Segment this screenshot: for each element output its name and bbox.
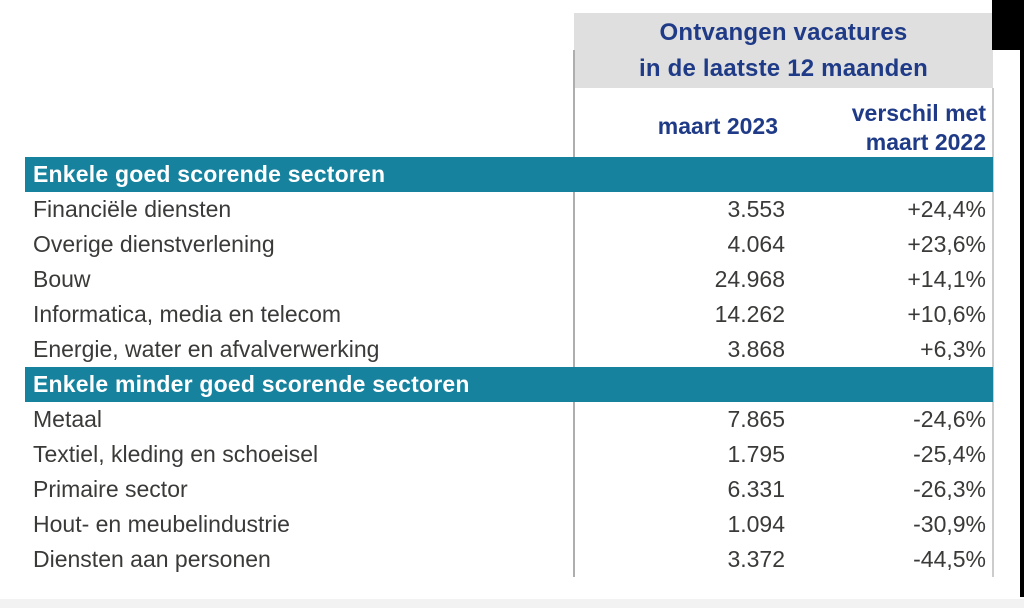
table-title-line1: Ontvangen vacatures	[659, 18, 908, 46]
sector-name: Overige dienstverlening	[33, 231, 275, 257]
sector-name: Primaire sector	[33, 476, 188, 502]
change-percentage: +10,6%	[907, 301, 986, 327]
change-percentage: -25,4%	[913, 441, 986, 467]
table-row: Diensten aan personen 3.372 -44,5%	[25, 542, 993, 577]
change-percentage: +14,1%	[907, 266, 986, 292]
vacancies-value: 1.094	[727, 511, 785, 537]
sector-name: Diensten aan personen	[33, 546, 271, 572]
sector-name: Textiel, kleding en schoeisel	[33, 441, 319, 467]
bottom-shadow-strip	[0, 599, 1024, 608]
change-percentage: -44,5%	[913, 546, 986, 572]
sector-name: Informatica, media en telecom	[33, 301, 342, 327]
table-right-border	[992, 88, 994, 577]
sector-name: Hout- en meubelindustrie	[33, 511, 290, 537]
table-row: Textiel, kleding en schoeisel 1.795 -25,…	[25, 437, 993, 472]
change-percentage: +6,3%	[920, 336, 986, 362]
sector-name: Bouw	[33, 266, 91, 292]
sector-name: Metaal	[33, 406, 103, 432]
change-percentage: -24,6%	[913, 406, 986, 432]
table-row: Informatica, media en telecom 14.262 +10…	[25, 297, 993, 332]
section-header-bad-sectors: Enkele minder goed scorende sectoren	[25, 367, 993, 402]
vacancies-value: 3.553	[727, 196, 785, 222]
vacancies-value: 3.372	[727, 546, 785, 572]
table-title-block: Ontvangen vacatures in de laatste 12 maa…	[574, 13, 993, 88]
column-divider-line	[573, 50, 575, 577]
vacancies-value: 1.795	[727, 441, 785, 467]
section-header-good-sectors: Enkele goed scorende sectoren	[25, 157, 993, 192]
vacancies-value: 14.262	[714, 301, 785, 327]
vacancies-value: 3.868	[727, 336, 785, 362]
column-header-verschil-line1: verschil met	[851, 100, 986, 126]
table-row: Bouw 24.968 +14,1%	[25, 262, 993, 297]
sector-name: Financiële diensten	[33, 196, 232, 222]
change-percentage: -26,3%	[913, 476, 986, 502]
table-row: Primaire sector 6.331 -26,3%	[25, 472, 993, 507]
page-edge-rule	[1020, 0, 1024, 597]
vacancies-value: 6.331	[727, 476, 785, 502]
table-row: Energie, water en afvalverwerking 3.868 …	[25, 332, 993, 367]
change-percentage: +24,4%	[907, 196, 986, 222]
change-percentage: -30,9%	[913, 511, 986, 537]
vacancies-value: 7.865	[727, 406, 785, 432]
table-row: Overige dienstverlening 4.064 +23,6%	[25, 227, 993, 262]
change-percentage: +23,6%	[907, 231, 986, 257]
table-row: Hout- en meubelindustrie 1.094 -30,9%	[25, 507, 993, 542]
sector-name: Energie, water en afvalverwerking	[33, 336, 380, 362]
table-body: Enkele goed scorende sectoren Financiële…	[25, 157, 993, 577]
table-title-line2: in de laatste 12 maanden	[639, 54, 928, 82]
vacancies-value: 24.968	[714, 266, 785, 292]
page-corner-marker	[992, 0, 1024, 50]
table-row: Metaal 7.865 -24,6%	[25, 402, 993, 437]
vacancies-value: 4.064	[727, 231, 785, 257]
column-header-verschil: verschil met maart 2022	[700, 99, 986, 157]
table-row: Financiële diensten 3.553 +24,4%	[25, 192, 993, 227]
column-header-verschil-line2: maart 2022	[865, 129, 986, 155]
column-header-maart-2023: maart 2023	[657, 113, 778, 139]
